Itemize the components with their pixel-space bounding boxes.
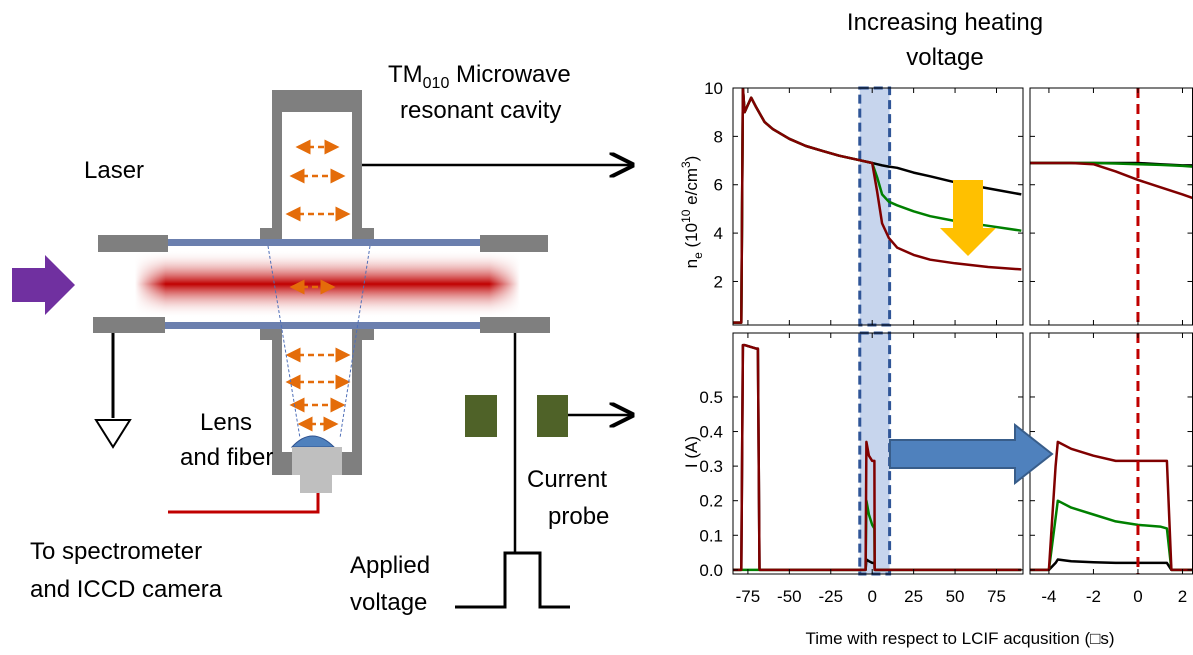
- panel: -4 -2 0 2: [1029, 332, 1193, 606]
- voltage-label: Applied: [350, 552, 430, 579]
- y-tick-label: 0.5: [699, 388, 723, 407]
- annotation: voltage: [906, 44, 983, 71]
- y-label-part: 10: [679, 209, 693, 223]
- x-tick-label: 2: [1178, 587, 1187, 606]
- y-label-part: e/cm: [682, 168, 701, 210]
- data-line: [1030, 440, 1193, 572]
- frame: [732, 87, 1024, 326]
- cavity-label-subscript: 010: [423, 75, 450, 92]
- current-probe: [455, 333, 632, 609]
- plot-area: [1030, 440, 1193, 572]
- x-tick-label: -75: [736, 587, 761, 606]
- frame: [1029, 87, 1193, 326]
- data-line: [733, 343, 1022, 572]
- y-tick-label: 0.2: [699, 492, 723, 511]
- zoom-arrow: [889, 422, 1054, 486]
- highlight: [858, 86, 892, 327]
- y-axis-label: I (A): [682, 436, 701, 468]
- spectrometer-label: To spectrometer: [30, 538, 202, 565]
- laser-label: Laser: [84, 157, 144, 184]
- x-axis-label: Time with respect to LCIF acqusition (□s…: [805, 629, 1114, 648]
- cavity-label-rest: Microwave: [449, 61, 570, 88]
- plots: 2 4 6 8 10 -75 -50 -25 0 25 50 75 0.0 0.1 0.2 0.3 0.4 0.5…: [699, 79, 1193, 606]
- y-tick-label: 0.4: [699, 423, 723, 442]
- x-tick-label: 0: [1133, 587, 1142, 606]
- panel: 2 4 6 8 10: [704, 79, 1024, 327]
- x-tick-label: -25: [818, 587, 843, 606]
- x-tick-label: 0: [867, 587, 876, 606]
- y-tick-label: 2: [714, 272, 723, 291]
- lens-label: Lens: [200, 409, 252, 436]
- y-tick-label: 0.3: [699, 457, 723, 476]
- y-label-part: ): [682, 156, 701, 162]
- collection-cone: [267, 245, 371, 439]
- y-tick-label: 10: [704, 79, 723, 98]
- y-tick-label: 0.1: [699, 526, 723, 545]
- probe-label: Current: [527, 466, 607, 493]
- y-label-part: (10: [682, 223, 701, 252]
- annotation: Increasing heating: [847, 9, 1043, 36]
- lens-label: and fiber: [180, 444, 273, 471]
- trend-arrow: [940, 180, 996, 256]
- data-line: [1030, 499, 1193, 572]
- probe-label: probe: [548, 503, 609, 530]
- y-tick-label: 6: [714, 176, 723, 195]
- x-tick-label: -2: [1086, 587, 1101, 606]
- panel: -75 -50 -25 0 25 50 75 0.0 0.1 0.2 0.3 0.4 0.5: [699, 331, 1024, 606]
- x-tick-label: 50: [946, 587, 965, 606]
- laser-beam: [135, 250, 520, 318]
- y-label-part: 3: [679, 161, 693, 168]
- ground: [94, 333, 132, 449]
- lens-fiber: [168, 435, 342, 514]
- y-tick-label: 0.0: [699, 561, 723, 580]
- spectrometer-label: and ICCD camera: [30, 576, 223, 603]
- y-label-part: n: [682, 259, 701, 268]
- y-axis-label: ne (1010 e/cm3): [679, 156, 705, 269]
- data-line: [1030, 161, 1193, 200]
- x-tick-label: 75: [987, 587, 1006, 606]
- plot-area: [733, 88, 1022, 324]
- panel: [1029, 87, 1193, 326]
- data-line: [1030, 558, 1193, 572]
- x-tick-label: -50: [777, 587, 802, 606]
- cavity-label-prefix: TM: [388, 61, 423, 88]
- plot-area: [733, 343, 1022, 572]
- cavity-label-line2: resonant cavity: [400, 97, 561, 124]
- tube: [93, 235, 550, 333]
- y-tick-label: 8: [714, 127, 723, 146]
- x-tick-label: -4: [1041, 587, 1056, 606]
- field-arrows: [285, 139, 351, 432]
- plot-area: [1030, 161, 1193, 200]
- data-line: [733, 88, 1022, 324]
- cavity-label: TM010 Microwave: [388, 61, 571, 92]
- cavity: [260, 90, 374, 475]
- voltage-label: voltage: [350, 589, 427, 616]
- y-tick-label: 4: [714, 224, 723, 243]
- x-tick-label: 25: [904, 587, 923, 606]
- laser-arrow: [12, 255, 75, 315]
- y-label-part: e: [691, 252, 705, 259]
